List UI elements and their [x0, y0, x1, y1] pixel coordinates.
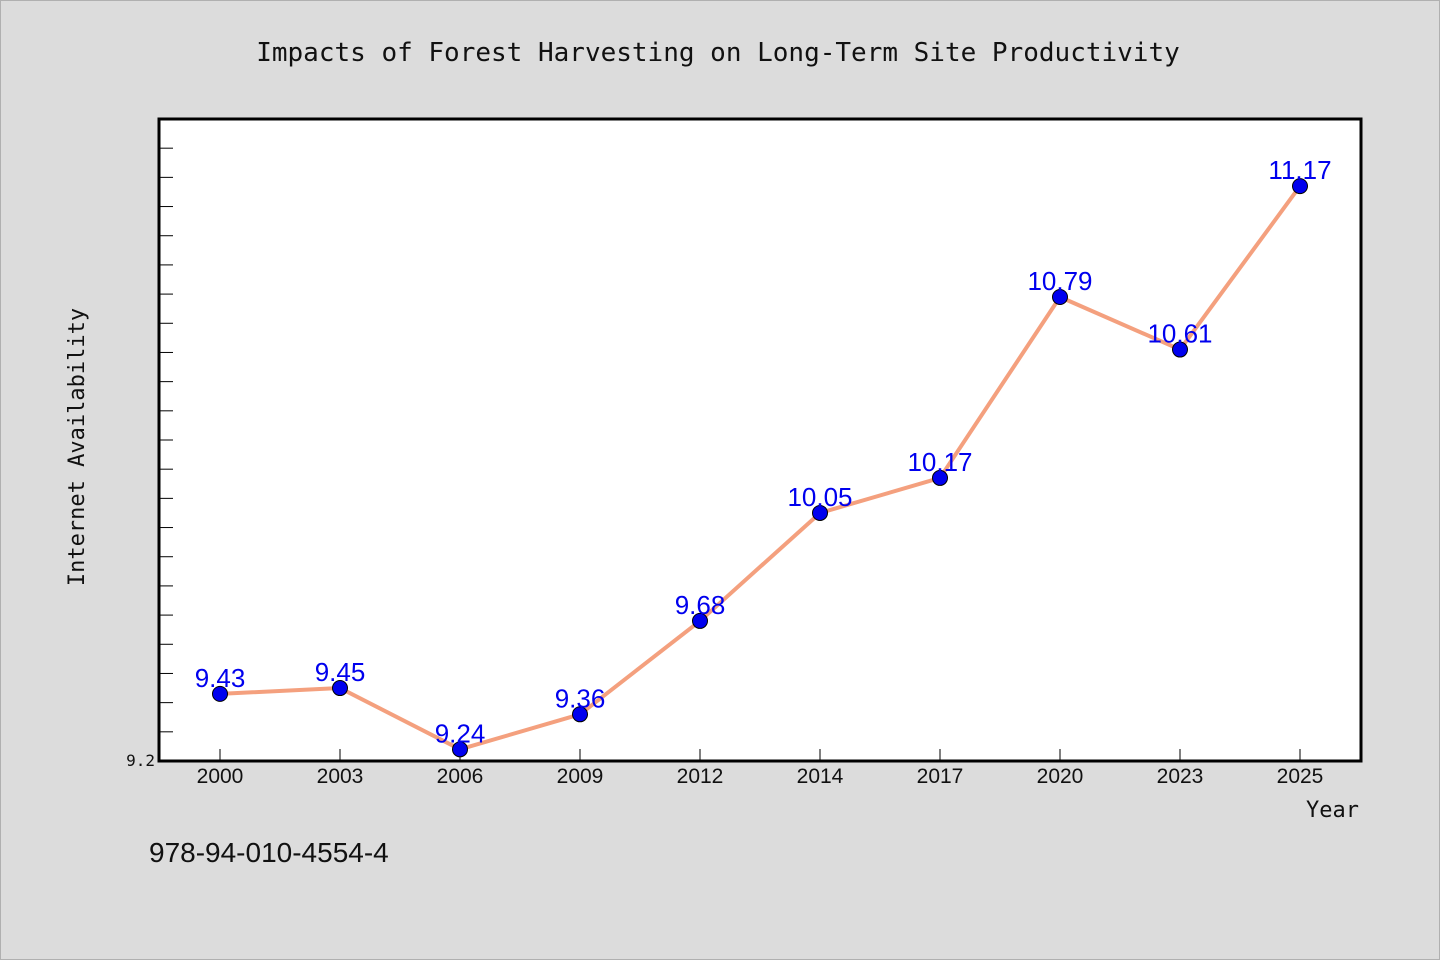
series-line-group [218, 184, 1302, 752]
data-point [812, 504, 828, 521]
y-tick-label: 9.2 [126, 751, 155, 770]
data-label: 9.24 [435, 718, 486, 748]
x-tick-label: 2003 [317, 765, 364, 788]
x-tick-label: 2000 [197, 765, 244, 788]
x-axis-label: Year [1306, 798, 1359, 823]
y-axis-ticks: 9.2 [126, 147, 173, 770]
data-point [452, 741, 468, 758]
data-point [692, 612, 708, 629]
chart-title: Impacts of Forest Harvesting on Long-Ter… [256, 38, 1180, 68]
data-label: 9.43 [195, 663, 246, 693]
data-label: 10.61 [1147, 319, 1212, 349]
data-point [932, 469, 948, 486]
data-point [1292, 178, 1308, 195]
data-label: 9.36 [555, 683, 606, 713]
x-tick-label: 2020 [1037, 765, 1084, 788]
x-axis-ticks: 2000 2003 2006 2009 2012 2014 2017 2020 2023 2025 [197, 749, 1324, 788]
data-labels-group: 9.43 9.45 9.24 9.36 9.68 10.05 10.17 10.79 10.61… [195, 155, 1332, 748]
data-label: 9.45 [315, 657, 366, 687]
x-tick-label: 2006 [437, 765, 484, 788]
data-label: 10.79 [1027, 266, 1092, 296]
data-label: 10.17 [907, 447, 972, 477]
series-line [218, 184, 1302, 752]
x-tick-label: 2014 [797, 765, 844, 788]
data-point [332, 680, 348, 697]
data-label: 10.05 [787, 482, 852, 512]
data-point [212, 685, 228, 702]
data-label: 11.17 [1268, 155, 1331, 185]
y-axis-label: Internet Availability [65, 308, 90, 586]
x-tick-label: 2023 [1157, 765, 1204, 788]
x-tick-label: 2012 [677, 765, 724, 788]
data-point [1052, 289, 1068, 306]
plot-area [157, 117, 1363, 763]
x-tick-label: 2009 [557, 765, 604, 788]
data-point [1172, 341, 1188, 358]
x-tick-label: 2017 [917, 765, 964, 788]
x-tick-label: 2025 [1277, 765, 1324, 788]
data-label: 9.68 [675, 590, 726, 620]
series-markers-group [212, 178, 1308, 758]
data-point [572, 706, 588, 723]
isbn-footer: 978-94-010-4554-4 [149, 837, 389, 868]
